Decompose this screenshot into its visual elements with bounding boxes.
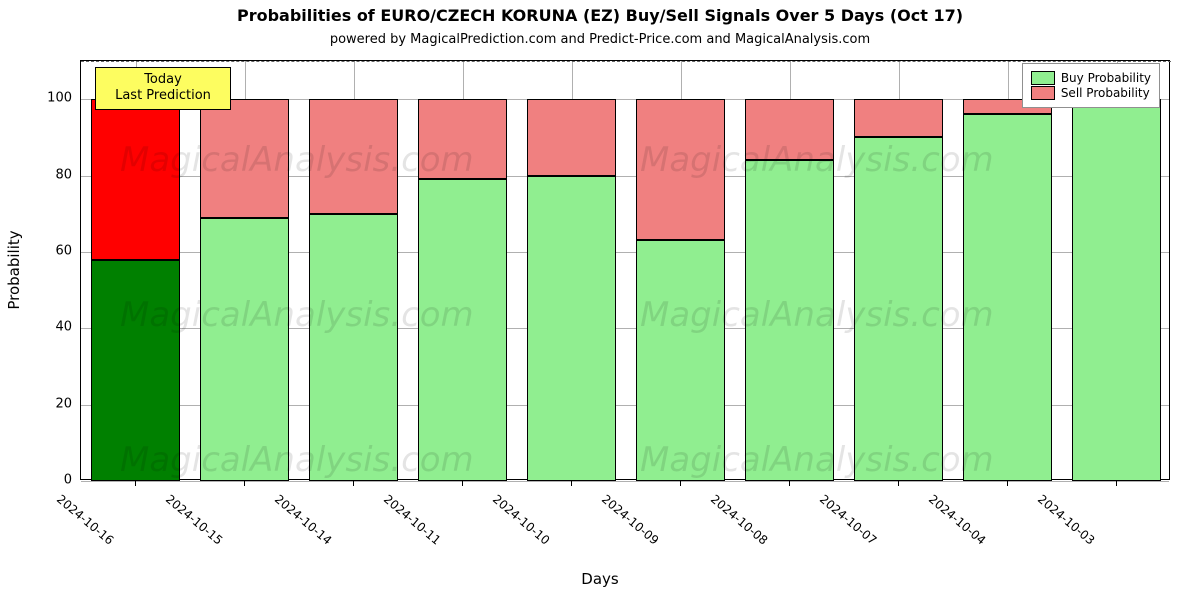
xtick-label: 2024-10-15 [163,492,225,548]
bar-buy [200,218,289,481]
xtick-mark [680,480,681,486]
bar-buy [854,137,943,481]
bar-sell [309,99,398,214]
xtick-label: 2024-10-11 [381,492,443,548]
xtick-label: 2024-10-08 [708,492,770,548]
legend-item: Sell Probability [1031,86,1151,100]
chart-subtitle: powered by MagicalPrediction.com and Pre… [0,32,1200,47]
bar-buy [963,114,1052,481]
chart-title: Probabilities of EURO/CZECH KORUNA (EZ) … [0,6,1200,25]
legend-swatch [1031,86,1055,100]
legend-item: Buy Probability [1031,71,1151,85]
xtick-mark [244,480,245,486]
x-axis-label: Days [0,570,1200,588]
xtick-label: 2024-10-16 [54,492,116,548]
bar-sell [418,99,507,179]
plot-area [80,60,1170,480]
bar-sell [200,99,289,217]
xtick-mark [789,480,790,486]
xtick-label: 2024-10-14 [272,492,334,548]
ytick-label: 60 [24,243,72,258]
xtick-mark [353,480,354,486]
xtick-label: 2024-10-10 [490,492,552,548]
bar-buy [527,176,616,481]
xtick-mark [462,480,463,486]
legend-label: Sell Probability [1061,86,1150,100]
bar-buy [418,179,507,481]
threshold-line [81,61,1171,62]
bar-sell [527,99,616,175]
bar-sell [91,99,180,259]
legend-swatch [1031,71,1055,85]
bar-sell [745,99,834,160]
y-axis-label: Probability [5,230,23,309]
bar-sell [636,99,725,240]
today-callout: Today Last Prediction [95,67,231,110]
bar-buy [309,214,398,481]
bar-buy [745,160,834,481]
xtick-mark [571,480,572,486]
bar-buy [636,240,725,481]
xtick-label: 2024-10-04 [926,492,988,548]
xtick-label: 2024-10-03 [1035,492,1097,548]
bar-buy [91,260,180,481]
bar-buy [1072,99,1161,481]
xtick-mark [1007,480,1008,486]
ytick-label: 100 [24,91,72,106]
figure: Probabilities of EURO/CZECH KORUNA (EZ) … [0,0,1200,600]
ytick-label: 0 [24,473,72,488]
legend-label: Buy Probability [1061,71,1151,85]
xtick-mark [1116,480,1117,486]
bar-sell [854,99,943,137]
xtick-label: 2024-10-09 [599,492,661,548]
legend: Buy ProbabilitySell Probability [1022,63,1160,108]
ytick-label: 80 [24,167,72,182]
ytick-label: 20 [24,396,72,411]
xtick-mark [135,480,136,486]
ytick-label: 40 [24,320,72,335]
xtick-label: 2024-10-07 [817,492,879,548]
xtick-mark [898,480,899,486]
